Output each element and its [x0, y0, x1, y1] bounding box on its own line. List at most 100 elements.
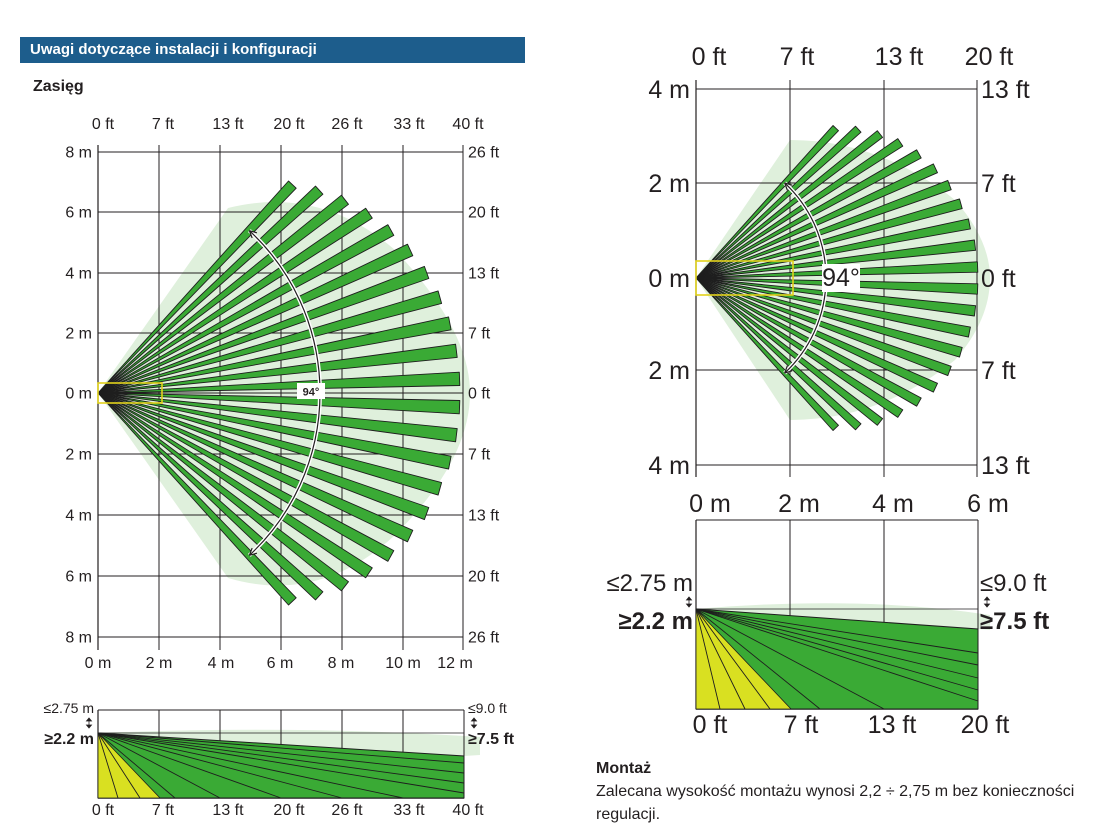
tick-label: 0 ft: [693, 711, 728, 739]
tick-label: 20 ft: [468, 205, 500, 222]
angle-arrow-head: [248, 547, 258, 556]
detection-beam: [97, 224, 395, 394]
tick-label: 7 ft: [468, 447, 491, 464]
side-beam-line: [97, 732, 343, 799]
tick-label: 20 ft: [273, 802, 305, 819]
detection-beam: [97, 392, 373, 579]
detection-beam: [97, 290, 443, 394]
side-beam-line: [695, 608, 979, 654]
detection-beam: [695, 198, 963, 279]
tick-label: 26 ft: [331, 802, 363, 819]
detection-beam: [97, 392, 458, 443]
tick-label: 6 m: [967, 490, 1009, 518]
tick-label: 6 m: [65, 205, 92, 222]
detection-beam: [97, 392, 430, 521]
tick-label: 2 m: [146, 655, 173, 672]
coverage-side-view-6m: ≤2.75 m ≥2.2 m ≤9.0 ft ≥7.5 ft 0 ft 7 ft 13 ft…: [606, 519, 1049, 739]
detection-beam: [97, 243, 414, 394]
detection-beam: [695, 277, 963, 358]
detection-beam: [97, 392, 349, 592]
detection-beam: [695, 277, 904, 418]
tick-label: 13 ft: [868, 711, 917, 739]
tick-label: 20 ft: [273, 116, 305, 133]
tick-label: 13 ft: [468, 266, 500, 283]
tick-label: 26 ft: [331, 116, 363, 133]
detection-beam: [695, 125, 839, 279]
tick-label: 0 ft: [92, 116, 115, 133]
side-beam-line: [695, 608, 979, 679]
detection-beam: [97, 392, 414, 543]
tick-label: 6 m: [65, 569, 92, 586]
side-beam-line: [97, 732, 282, 799]
tick-label: 8 m: [65, 630, 92, 647]
tick-label: 13 ft: [468, 508, 500, 525]
detection-beam: [97, 194, 349, 394]
side-beam-line: [695, 608, 979, 666]
tick-label: 6 m: [267, 655, 294, 672]
detection-beam: [97, 265, 430, 394]
detection-beam: [97, 392, 443, 496]
detection-beam: [695, 277, 952, 377]
detection-beam: [695, 277, 971, 338]
section-header: Uwagi dotyczące instalacji i konfiguracj…: [20, 37, 525, 63]
detection-beam: [695, 277, 839, 431]
tick-label: 4 m: [648, 76, 690, 104]
detection-beam: [695, 218, 971, 279]
side-beam-line: [695, 608, 721, 710]
tick-label: 0 m: [648, 265, 690, 293]
tick-label: 8 m: [65, 145, 92, 162]
detection-beam: [695, 179, 952, 279]
side-creep-zone: [97, 732, 161, 799]
tick-label: 2 m: [648, 357, 690, 385]
mounting-heading: Montaż: [596, 760, 652, 777]
side-beam-line: [695, 608, 979, 691]
tick-label: 2 m: [65, 447, 92, 464]
tick-label: 7 ft: [468, 326, 491, 343]
detection-beam: [97, 392, 395, 562]
tick-label: 13 ft: [981, 452, 1030, 480]
side-zone-light: [98, 729, 480, 756]
side-beam-line: [97, 732, 176, 799]
angle-label: 94°: [822, 264, 860, 292]
tick-label: 20 ft: [961, 711, 1010, 739]
tick-label: 12 m: [437, 655, 473, 672]
coverage-side-view-12m: ≤2.75 m ≥2.2 m ≤9.0 ft ≥7.5 ft 0 ft 7 ft 13 ft…: [44, 700, 515, 819]
max-height-m: ≤2.75 m: [44, 700, 94, 716]
tick-label: 4 m: [208, 655, 235, 672]
tick-label: 2 m: [65, 326, 92, 343]
tick-label: 0 m: [65, 386, 92, 403]
side-beam-line: [97, 732, 404, 799]
tick-label: 0 ft: [692, 43, 727, 71]
tick-label: 2 m: [778, 490, 820, 518]
angle-label-bg: [822, 264, 860, 292]
detection-beam: [695, 277, 862, 431]
angle-arrow-head: [784, 365, 793, 374]
detection-beam: [695, 130, 884, 279]
min-height-m: ≥2.2 m: [618, 608, 693, 635]
detection-beam: [695, 138, 904, 279]
tick-label: 20 ft: [965, 43, 1014, 71]
tick-label: 7 ft: [152, 116, 175, 133]
detection-beam: [97, 392, 324, 601]
coverage-top-view-12m: 94° 0 ft 7 ft 13 ft 20 ft 26 ft 33 ft 40 ft 8 m 6…: [65, 116, 500, 672]
side-zone-light: [696, 603, 990, 630]
detection-beam: [97, 343, 458, 394]
tick-label: 13 ft: [981, 76, 1030, 104]
detection-beam: [97, 392, 452, 470]
tick-label: 7 ft: [784, 711, 819, 739]
coverage-top-view-6m: 94° 0 ft 7 ft 13 ft 20 ft 4 m 2 m 0 m 2 m 4 m 13 f…: [648, 43, 1030, 518]
detection-beam: [97, 185, 324, 394]
tick-label: 4 m: [872, 490, 914, 518]
tick-label: 40 ft: [452, 116, 484, 133]
tick-label: 13 ft: [212, 116, 244, 133]
tick-label: 4 m: [65, 266, 92, 283]
min-height-ft: ≥7.5 ft: [980, 608, 1049, 635]
tick-label: 13 ft: [212, 802, 244, 819]
min-height-ft: ≥7.5 ft: [468, 731, 515, 748]
tick-label: 40 ft: [452, 802, 484, 819]
range-heading: Zasięg: [33, 78, 84, 95]
tick-label: 2 m: [648, 170, 690, 198]
detection-beam: [695, 125, 862, 279]
angle-label: 94°: [303, 387, 320, 399]
angle-arrow-head: [784, 182, 793, 191]
